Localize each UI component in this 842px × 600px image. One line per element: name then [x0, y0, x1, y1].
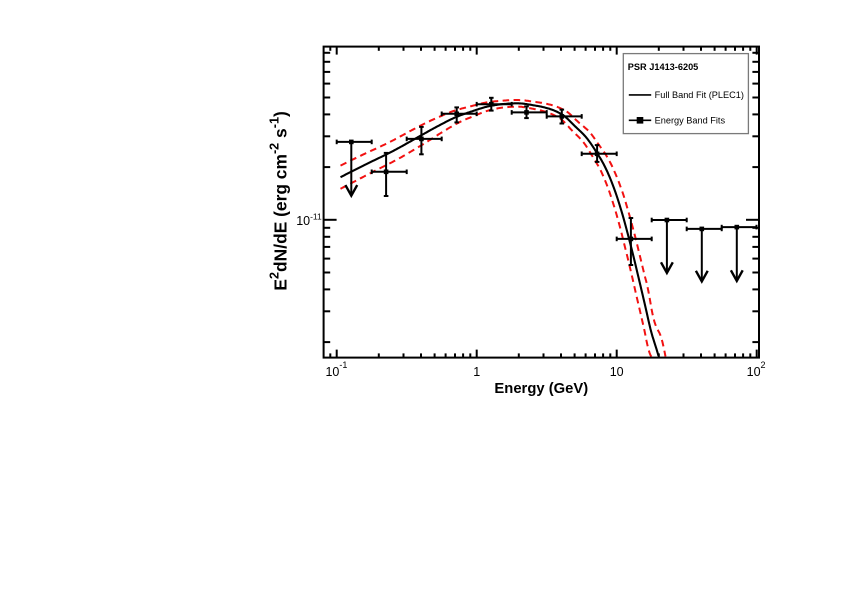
svg-text:10: 10 [610, 365, 624, 379]
svg-text:Energy Band Fits: Energy Band Fits [655, 116, 726, 126]
svg-text:E2dN/dE (erg cm-2 s-1): E2dN/dE (erg cm-2 s-1) [268, 111, 291, 290]
svg-text:Energy (GeV): Energy (GeV) [494, 381, 588, 397]
svg-text:1: 1 [473, 365, 480, 379]
svg-text:Full Band Fit (PLEC1): Full Band Fit (PLEC1) [655, 90, 744, 100]
svg-text:PSR J1413-6205: PSR J1413-6205 [628, 62, 699, 72]
